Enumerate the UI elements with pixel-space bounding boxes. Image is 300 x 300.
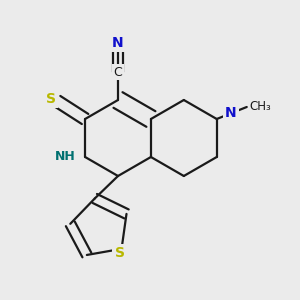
Text: S: S [115, 246, 124, 260]
Text: N: N [225, 106, 236, 120]
Text: S: S [46, 92, 56, 106]
Text: NH: NH [55, 151, 76, 164]
Text: N: N [112, 36, 124, 50]
Text: CH₃: CH₃ [250, 100, 272, 113]
Text: C: C [114, 65, 122, 79]
